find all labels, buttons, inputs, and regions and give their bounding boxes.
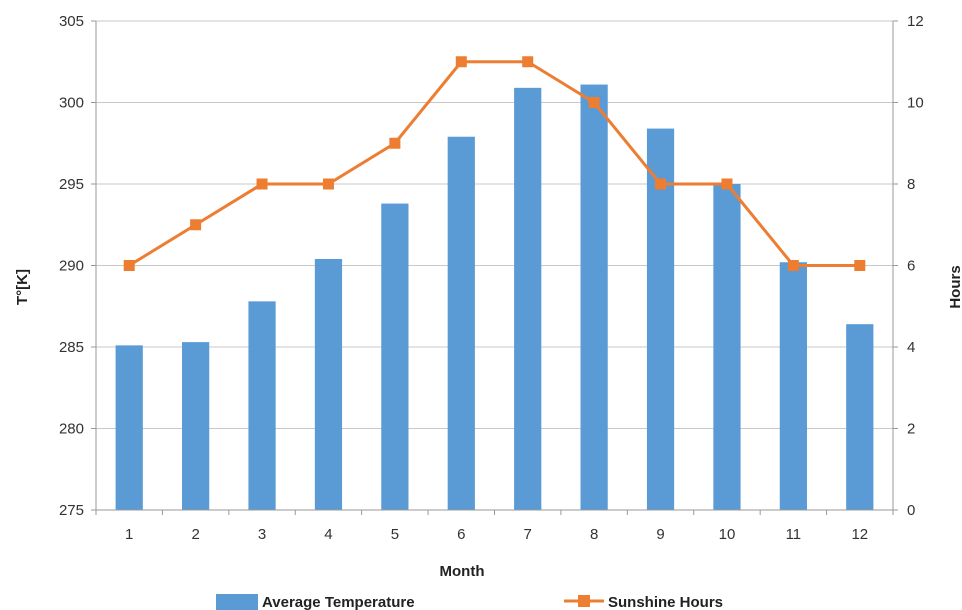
x-axis-title: Month [440,563,485,580]
sunshine-hours-marker [522,56,534,68]
axes [91,20,898,515]
y-tick-label: 275 [59,502,84,519]
legend-swatch-average-temperature [216,594,258,610]
bar-average-temperature [514,87,542,510]
bar-average-temperature [314,258,343,510]
legend: Average Temperature Sunshine Hours [216,594,723,610]
x-tick-label: 4 [324,526,332,543]
bar-average-temperature [248,301,276,510]
y2-tick-label: 0 [907,502,915,519]
sunshine-hours-marker [787,260,799,271]
y-tick-label: 295 [59,176,84,193]
bar-average-temperature [713,184,741,510]
sunshine-hours-marker [123,260,135,271]
y2-tick-label: 8 [907,176,915,193]
legend-marker-sunshine-hours [578,595,590,607]
x-tick-label: 2 [191,526,199,543]
sunshine-hours-marker [322,178,334,190]
y2-tick-label: 6 [907,258,915,275]
sunshine-hours-marker [455,56,467,68]
sunshine-hours-marker [256,178,268,190]
legend-label-sunshine-hours: Sunshine Hours [608,594,723,610]
x-tick-label: 9 [656,526,664,543]
legend-label-average-temperature: Average Temperature [262,594,415,610]
gridlines [96,20,893,429]
x-tick-label: 6 [457,526,465,543]
x-tick-label: 8 [590,526,598,543]
y2-axis-title: Hours [947,265,962,308]
sunshine-line [123,56,866,271]
bar-average-temperature [779,262,807,510]
sunshine-hours-line [128,60,860,267]
y-tick-label: 305 [59,13,84,30]
y2-tick-label: 4 [907,339,915,356]
sunshine-hours-marker [389,137,401,149]
y2-tick-label: 12 [907,13,924,30]
bar-average-temperature [115,345,143,510]
x-tick-label: 11 [786,526,802,543]
x-tick-label: 10 [719,526,736,543]
bar-average-temperature [381,203,409,510]
bar-average-temperature [182,342,210,510]
y-tick-label: 285 [59,339,84,356]
x-tick-label: 12 [851,526,868,543]
bar-average-temperature [846,324,874,510]
y2-tick-label: 2 [907,421,915,438]
x-tick-label: 1 [125,526,133,543]
bar-average-temperature [580,84,608,510]
y-axis-title: T°[K] [14,269,31,305]
y-tick-label: 300 [59,95,84,112]
y2-tick-label: 10 [907,95,924,112]
sunshine-hours-marker [721,178,733,190]
sunshine-hours-marker [655,178,667,190]
y-tick-label: 290 [59,258,84,275]
sunshine-hours-marker [588,97,600,108]
x-tick-label: 5 [391,526,399,543]
sunshine-hours-marker [190,219,202,231]
x-tick-label: 3 [258,526,266,543]
sunshine-hours-marker [854,260,866,271]
bar-average-temperature [646,128,675,510]
y-tick-label: 280 [59,421,84,438]
left-axis-ticks: 275 280 285 290 295 300 305 [59,13,84,519]
right-axis-ticks: 0 2 4 6 8 10 12 [907,13,924,519]
x-tick-label: 7 [524,526,532,543]
temperature-bars [115,84,874,511]
x-axis-ticks: 1 2 3 4 5 6 7 8 9 10 11 12 [125,526,868,543]
bar-average-temperature [447,136,475,511]
